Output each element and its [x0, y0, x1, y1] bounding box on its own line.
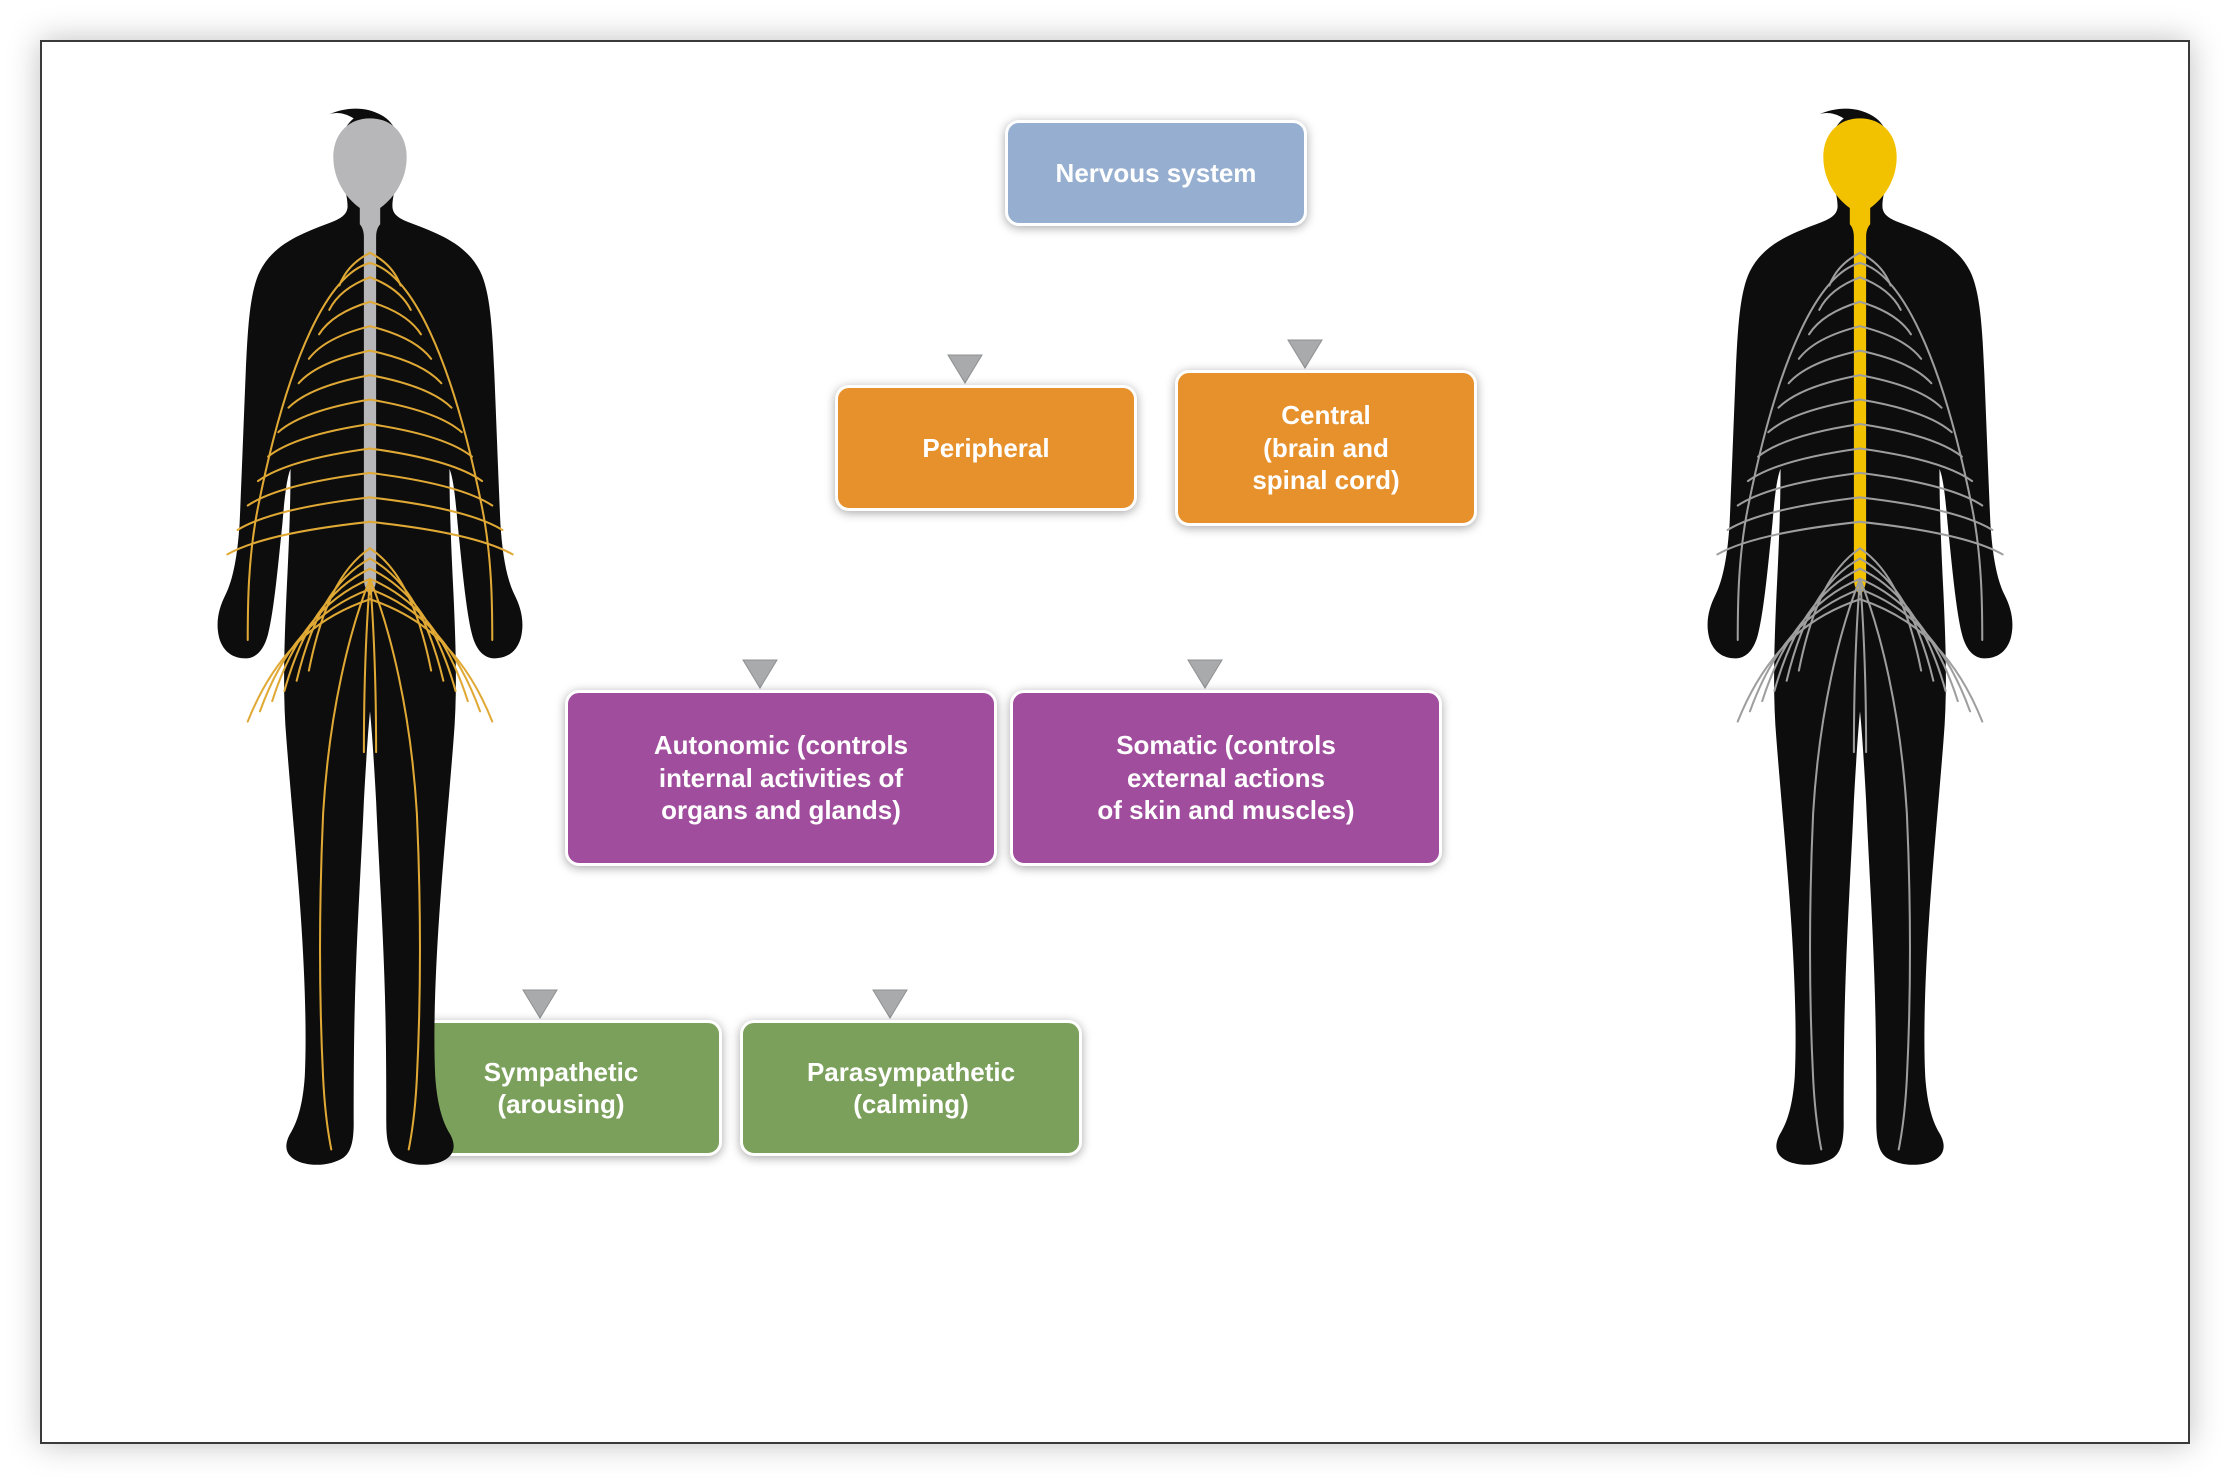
node-peripheral: Peripheral	[835, 385, 1137, 511]
node-label: Somatic (controls external actions of sk…	[1097, 729, 1354, 827]
node-autonomic: Autonomic (controls internal activities …	[565, 690, 997, 866]
node-label: Central (brain and spinal cord)	[1252, 399, 1399, 497]
diagram-stage: Nervous system Peripheral Central (brain a…	[0, 0, 2230, 1484]
node-label: Parasympathetic (calming)	[807, 1056, 1015, 1121]
node-root: Nervous system	[1005, 120, 1307, 226]
node-central: Central (brain and spinal cord)	[1175, 370, 1477, 526]
body-figure-right	[1620, 100, 2100, 1180]
body-figure-left	[130, 100, 610, 1180]
node-somatic: Somatic (controls external actions of sk…	[1010, 690, 1442, 866]
node-label: Nervous system	[1056, 157, 1257, 190]
node-label: Autonomic (controls internal activities …	[654, 729, 908, 827]
node-parasym: Parasympathetic (calming)	[740, 1020, 1082, 1156]
node-label: Peripheral	[922, 432, 1049, 465]
